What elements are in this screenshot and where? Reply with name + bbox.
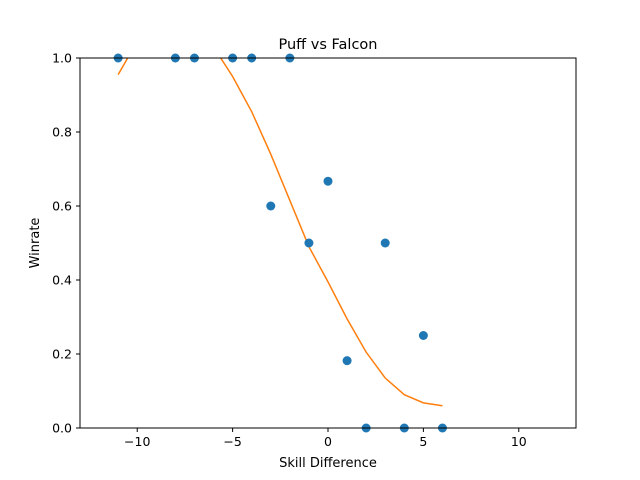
chart-title: Puff vs Falcon: [279, 37, 378, 53]
y-tick-label: 1.0: [52, 51, 72, 66]
scatter-point-11: [380, 238, 390, 248]
y-tick-label: 0.0: [52, 421, 72, 436]
x-axis-label: Skill Difference: [279, 456, 377, 471]
fit-curve-layer: [117, 58, 443, 407]
y-tick-label: 0.6: [52, 199, 72, 214]
x-tick-label: 0: [324, 434, 332, 449]
y-axis-label: Winrate: [28, 218, 43, 269]
y-tick-label: 0.2: [52, 347, 72, 362]
y-tick-label: 0.8: [52, 125, 72, 140]
x-tick-label: 5: [419, 434, 427, 449]
x-tick-label: 10: [511, 434, 527, 449]
fit-curve-line: [117, 58, 443, 407]
x-tick-label: −10: [124, 434, 150, 449]
scatter-point-8: [323, 176, 333, 186]
y-axis-ticks: 0.0 0.2 0.4 0.6 0.8 1.0: [52, 51, 80, 436]
scatter-point-13: [418, 331, 428, 340]
x-tick-label: −5: [223, 434, 241, 449]
x-axis-ticks: −10 −5 0 5 10: [124, 428, 527, 449]
scatter-point-5: [266, 201, 276, 211]
y-tick-label: 0.4: [52, 273, 72, 288]
scatter-point-9: [342, 356, 352, 366]
scatter-point-7: [304, 238, 314, 248]
plot-area: [80, 58, 576, 428]
